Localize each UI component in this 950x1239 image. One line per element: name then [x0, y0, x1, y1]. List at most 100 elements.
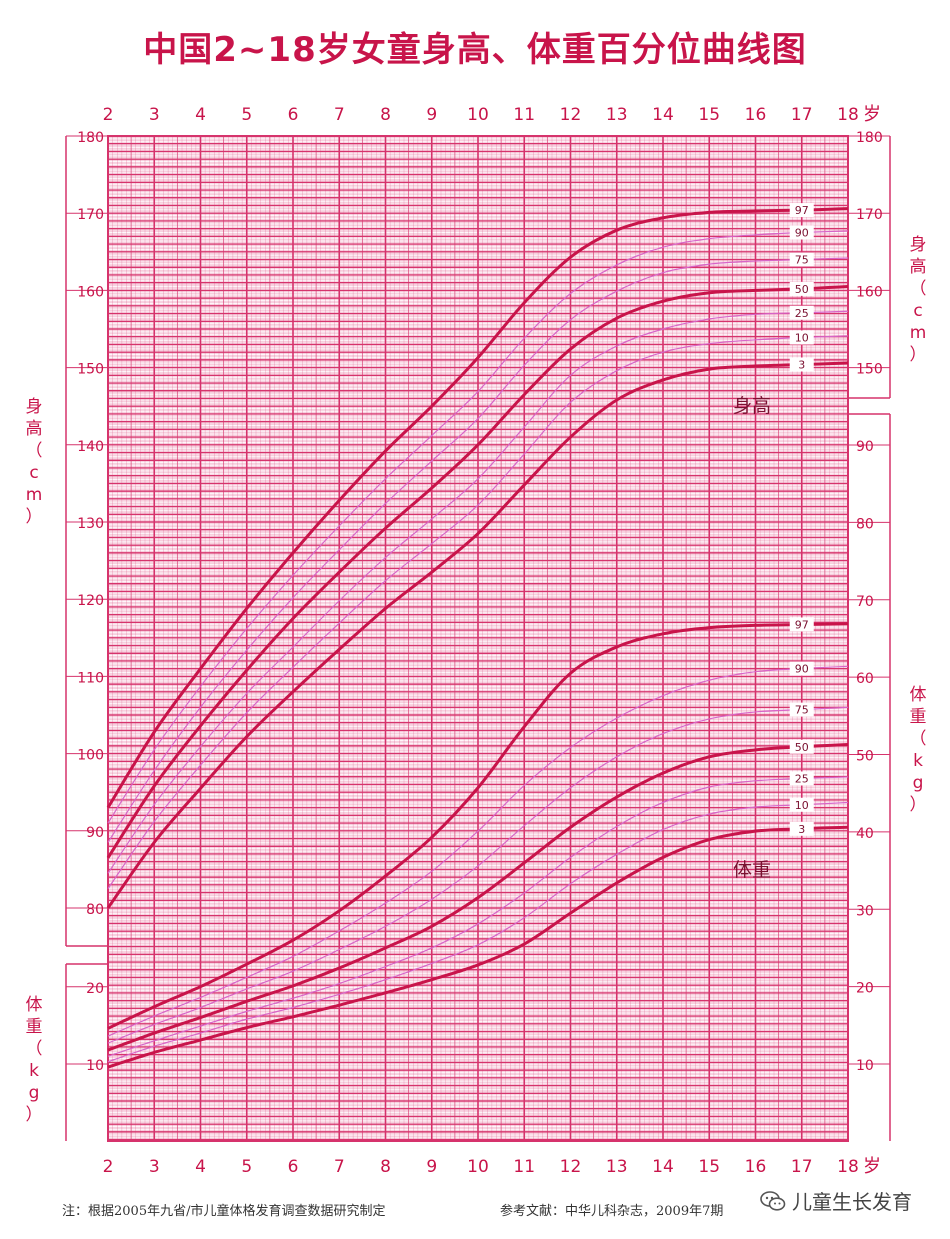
- x-tick-label-bottom: 4: [195, 1157, 206, 1177]
- right-height-axis-title: ）: [910, 345, 927, 365]
- right-weight-tick-label: 70: [856, 594, 874, 610]
- weight-label-bg: [789, 702, 814, 717]
- x-tick-label-bottom: 6: [288, 1157, 299, 1177]
- left-weight-axis-title: g: [29, 1083, 40, 1103]
- left-height-axis-title: c: [29, 463, 38, 483]
- right-weight-tick-label: 30: [856, 903, 874, 919]
- height-percentile-label: 97: [795, 204, 809, 217]
- x-axis-unit-bottom: 岁: [863, 1156, 881, 1177]
- height-percentile-label: 90: [795, 227, 809, 240]
- weight-percentile-label: 10: [795, 799, 809, 812]
- weight-curve-p10: [107, 801, 849, 1063]
- right-weight-axis-title: k: [913, 751, 923, 771]
- x-tick-label-bottom: 17: [791, 1157, 813, 1177]
- axes-layer: [65, 135, 891, 1141]
- right-height-axis-title: （: [910, 279, 927, 299]
- left-height-axis-title: m: [26, 485, 43, 505]
- left-height-tick-label: 160: [77, 284, 104, 300]
- height-curve-p90: [107, 230, 849, 824]
- x-tick-label-bottom: 2: [103, 1157, 114, 1177]
- left-height-tick-label: 180: [77, 130, 104, 146]
- right-weight-tick-label: 10: [856, 1058, 874, 1074]
- grid-layer: [107, 135, 849, 1142]
- weight-percentile-label: 3: [798, 823, 805, 836]
- right-weight-tick-label: 80: [856, 516, 874, 532]
- x-tick-label-bottom: 10: [467, 1157, 489, 1177]
- weight-curve-p75: [107, 706, 849, 1044]
- x-tick-label-top: 3: [149, 105, 160, 125]
- labels-layer: 2 2 3 3 4 4 5 5 6 6 7 7 8 8 9 9 10 10 11 11 12 12 13 13 14 14 15 15…: [26, 104, 927, 1177]
- left-weight-axis-title: 体: [26, 995, 43, 1015]
- weight-label-bg: [789, 739, 814, 754]
- weight-label-bg: [789, 661, 814, 676]
- right-weight-tick-label: 50: [856, 749, 874, 765]
- right-height-tick-label: 170: [856, 207, 883, 223]
- right-height-axis-title: c: [913, 301, 922, 321]
- x-tick-label-bottom: 3: [149, 1157, 160, 1177]
- left-height-tick-label: 90: [86, 825, 104, 841]
- left-height-axis-title: ）: [26, 507, 43, 527]
- weight-curve-p25: [107, 776, 849, 1057]
- x-tick-label-bottom: 13: [606, 1157, 628, 1177]
- weight-curve-p50: [107, 742, 849, 1052]
- x-tick-label-top: 5: [241, 105, 252, 125]
- watermark: 儿童生长发育: [760, 1186, 912, 1215]
- x-tick-label-top: 16: [745, 105, 767, 125]
- height-curve-p50: [106, 285, 849, 859]
- x-tick-label-bottom: 9: [426, 1157, 437, 1177]
- height-curve-p75: [107, 257, 849, 843]
- right-height-axis-title: 高: [910, 257, 927, 277]
- x-tick-label-bottom: 15: [698, 1157, 720, 1177]
- left-height-axis-title: （: [26, 441, 43, 461]
- x-tick-label-bottom: 5: [241, 1157, 252, 1177]
- footer-reference: 参考文献：中华儿科杂志，2009年7期: [500, 1204, 724, 1219]
- x-tick-label-bottom: 7: [334, 1157, 345, 1177]
- x-tick-label-top: 2: [103, 105, 114, 125]
- weight-curves: [107, 622, 849, 1069]
- left-height-tick-label: 150: [77, 362, 104, 378]
- weight-percentile-label: 90: [795, 663, 809, 676]
- height-percentile-label: 25: [795, 307, 809, 320]
- weight-curve-p90: [107, 665, 849, 1037]
- x-tick-label-top: 15: [698, 105, 720, 125]
- right-weight-tick-label: 60: [856, 671, 874, 687]
- left-weight-tick-label: 10: [86, 1058, 104, 1074]
- right-weight-axis-title: （: [910, 729, 927, 749]
- height-curve-p97: [106, 207, 849, 809]
- left-height-tick-label: 100: [77, 748, 104, 764]
- right-height-tick-label: 150: [856, 362, 883, 378]
- x-tick-label-top: 4: [195, 105, 206, 125]
- x-tick-label-top: 13: [606, 105, 628, 125]
- left-height-tick-label: 110: [77, 670, 104, 686]
- height-label-bg: [789, 305, 814, 320]
- x-axis-unit-top: 岁: [863, 104, 881, 125]
- weight-curve-p3: [107, 825, 849, 1069]
- left-height-axis-title: 高: [26, 419, 43, 439]
- left-height-tick-label: 130: [77, 516, 104, 532]
- plot-border: [107, 135, 849, 1142]
- height-percentile-label: 75: [795, 254, 809, 267]
- x-tick-label-top: 14: [652, 105, 674, 125]
- x-tick-label-top: 18: [837, 105, 859, 125]
- height-percentile-label: 50: [795, 283, 809, 296]
- right-weight-axis-title: 重: [910, 707, 927, 727]
- x-tick-label-bottom: 18: [837, 1157, 859, 1177]
- height-label-bg: [789, 203, 814, 218]
- x-tick-label-top: 10: [467, 105, 489, 125]
- right-height-tick-label: 160: [856, 284, 883, 300]
- height-label-bg: [789, 330, 814, 345]
- height-curve-p10: [107, 335, 849, 890]
- height-label-bg: [789, 252, 814, 267]
- height-curve-label: 身高: [733, 395, 771, 417]
- left-height-tick-label: 170: [77, 207, 104, 223]
- x-tick-label-top: 7: [334, 105, 345, 125]
- x-tick-label-top: 17: [791, 105, 813, 125]
- height-curves: [106, 207, 849, 909]
- left-weight-axis-title: （: [26, 1039, 43, 1059]
- weight-curve-p97: [107, 622, 849, 1030]
- chart-title: 中国2~18岁女童身高、体重百分位曲线图: [143, 30, 807, 70]
- footer-note: 注：根据2005年九省/市儿童体格发育调查数据研究制定: [62, 1204, 386, 1219]
- x-tick-label-top: 6: [288, 105, 299, 125]
- left-weight-axis-title: k: [29, 1061, 39, 1081]
